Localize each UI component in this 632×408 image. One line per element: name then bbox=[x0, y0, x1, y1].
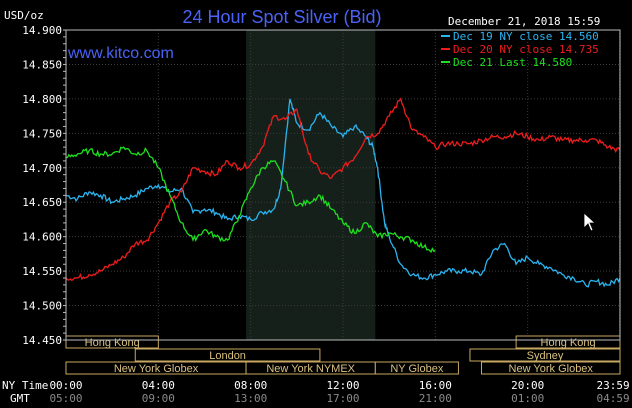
market-label: London bbox=[209, 350, 246, 362]
market-bar bbox=[134, 348, 321, 362]
x-tick-label-gmt: 04:59 bbox=[596, 392, 629, 405]
x-tick-label-gmt: 05:00 bbox=[49, 392, 82, 405]
market-bar bbox=[469, 348, 621, 362]
market-label: NY Globex bbox=[390, 363, 443, 375]
series-line bbox=[65, 98, 621, 288]
x-tick-label-ny: 20:00 bbox=[511, 379, 544, 392]
watermark: www.kitco.com bbox=[67, 45, 174, 62]
chart-title: 24 Hour Spot Silver (Bid) bbox=[182, 7, 381, 27]
y-tick-label: 14.900 bbox=[22, 24, 62, 37]
x-tick-label-ny: 04:00 bbox=[142, 379, 175, 392]
x-tick-label-gmt: 17:00 bbox=[326, 392, 359, 405]
legend-entry: Dec 20 NY close 14.735 bbox=[453, 43, 599, 56]
series-line bbox=[65, 146, 436, 254]
x-tick-label-ny: 00:00 bbox=[49, 379, 82, 392]
x-row-label-ny: NY Time bbox=[2, 379, 48, 392]
x-tick-label-ny: 23:59 bbox=[596, 379, 629, 392]
y-tick-label: 14.450 bbox=[22, 334, 62, 347]
session-shade bbox=[246, 30, 376, 340]
legend-entry: Dec 21 Last 14.580 bbox=[453, 56, 572, 69]
x-tick-label-gmt: 09:00 bbox=[142, 392, 175, 405]
market-bar bbox=[374, 361, 459, 375]
x-tick-label-gmt: 01:00 bbox=[511, 392, 544, 405]
x-row-label-gmt: GMT bbox=[10, 392, 30, 405]
series-lines bbox=[65, 97, 621, 288]
market-label: New York Globex bbox=[114, 363, 199, 375]
y-tick-label: 14.700 bbox=[22, 162, 62, 175]
y-tick-label: 14.550 bbox=[22, 265, 62, 278]
mouse-cursor-icon bbox=[583, 212, 597, 232]
y-tick-label: 14.500 bbox=[22, 300, 62, 313]
series-line bbox=[65, 97, 621, 282]
market-label: Sydney bbox=[527, 350, 564, 362]
market-label: Hong Kong bbox=[85, 337, 140, 349]
plot-frame bbox=[65, 29, 621, 341]
y-tick-label: 14.600 bbox=[22, 231, 62, 244]
x-tick-label-gmt: 13:00 bbox=[234, 392, 267, 405]
y-tick-label: 14.750 bbox=[22, 127, 62, 140]
y-tick-label: 14.800 bbox=[22, 93, 62, 106]
market-label: New York Globex bbox=[509, 363, 594, 375]
y-tick-label: 14.650 bbox=[22, 196, 62, 209]
x-tick-label-ny: 08:00 bbox=[234, 379, 267, 392]
unit-label: USD/oz bbox=[4, 9, 44, 22]
market-label: Hong Kong bbox=[541, 337, 596, 349]
market-label: New York NYMEX bbox=[266, 363, 355, 375]
market-bar bbox=[515, 335, 621, 349]
market-bar bbox=[65, 335, 159, 349]
x-tick-label-gmt: 21:00 bbox=[419, 392, 452, 405]
legend-entry: Dec 19 NY close 14.560 bbox=[453, 30, 599, 43]
timestamp: December 21, 2018 15:59 bbox=[448, 15, 600, 28]
y-tick-label: 14.850 bbox=[22, 58, 62, 71]
x-tick-label-ny: 16:00 bbox=[419, 379, 452, 392]
y-axis-ticks: 14.900 14.850 14.800 14.750 14.700 14.650 14.6… bbox=[22, 24, 66, 347]
x-tick-label-ny: 12:00 bbox=[326, 379, 359, 392]
market-bar bbox=[481, 361, 621, 375]
